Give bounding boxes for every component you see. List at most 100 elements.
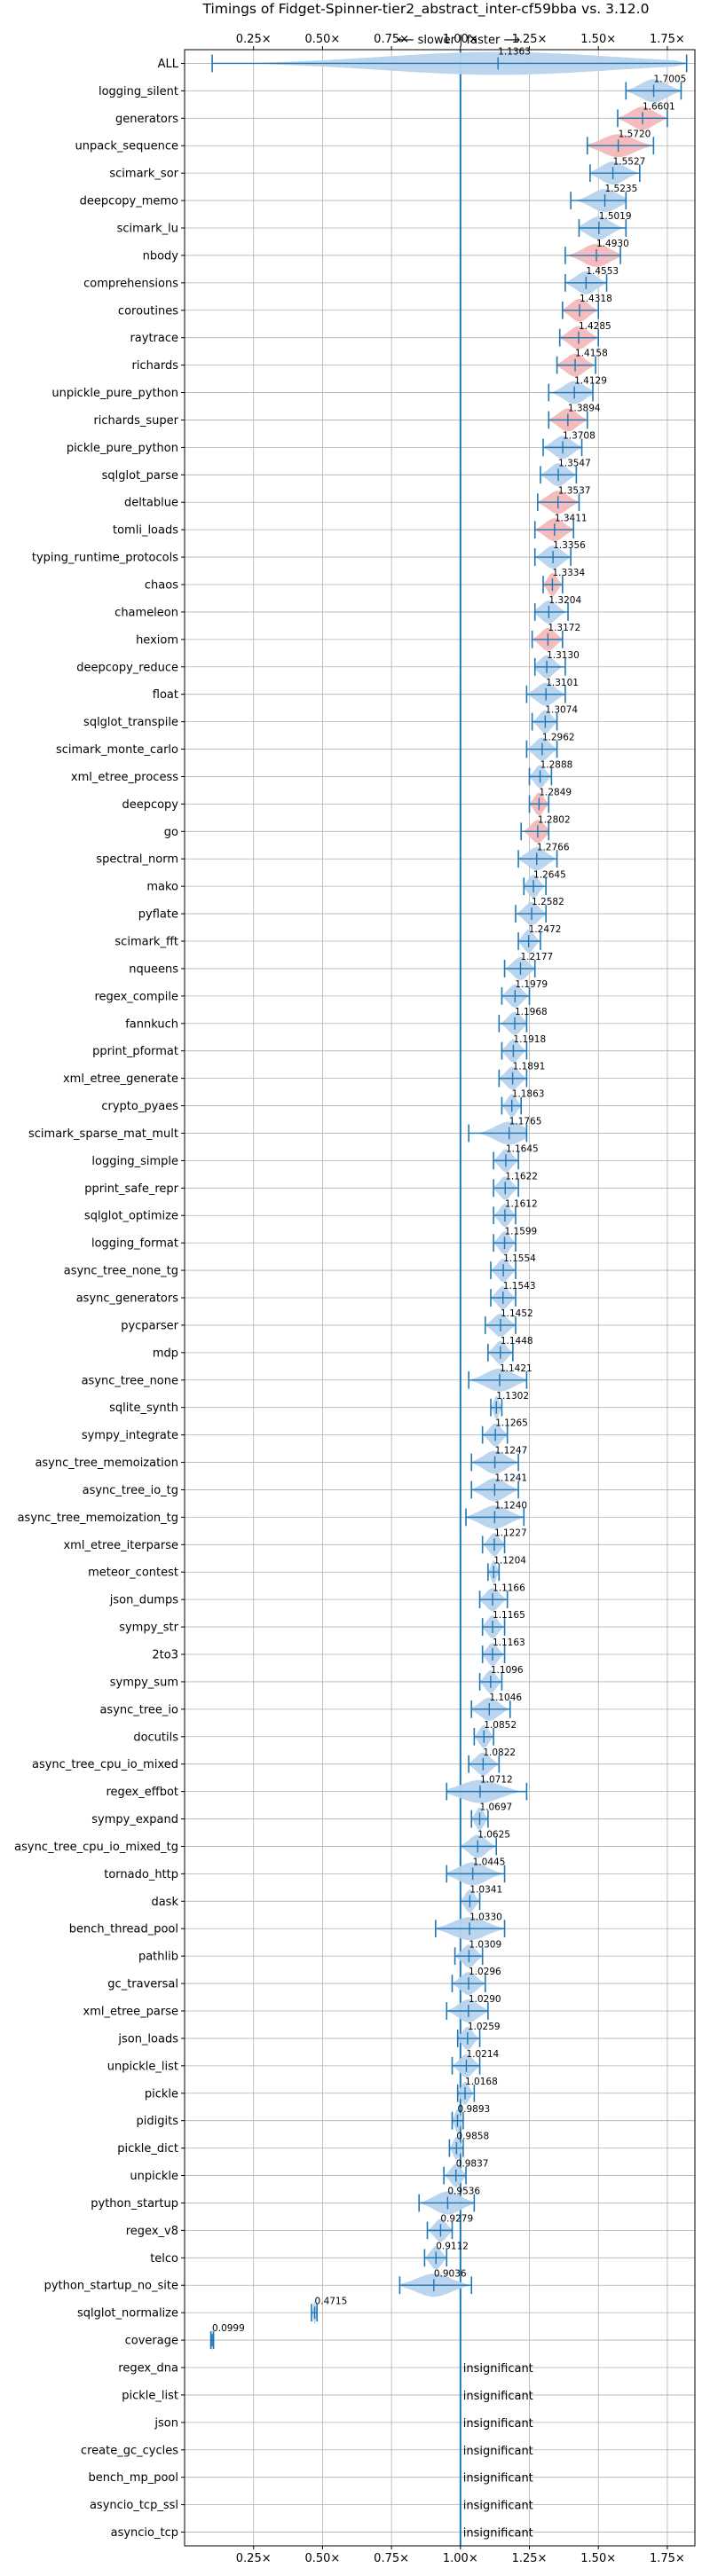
value-label: 1.1543 <box>503 1281 536 1292</box>
benchmark-label: pickle_pure_python <box>67 442 178 455</box>
benchmark-label: json_dumps <box>109 1594 178 1607</box>
value-label: 1.4158 <box>575 349 608 359</box>
value-label: 1.5019 <box>599 211 632 222</box>
benchmark-label: pathlib <box>138 1951 178 1964</box>
value-label: 1.1645 <box>506 1143 539 1154</box>
insignificant-label: insignificant <box>463 2472 533 2486</box>
benchmark-label: typing_runtime_protocols <box>32 552 178 565</box>
benchmark-label: sympy_sum <box>110 1676 178 1689</box>
benchmark-label: python_startup <box>91 2197 178 2211</box>
x-tick-label-top: 0.25× <box>236 33 272 46</box>
x-tick-label-top: 1.25× <box>512 33 548 46</box>
benchmark-label: spectral_norm <box>96 853 178 867</box>
value-label: 1.2177 <box>520 952 553 962</box>
benchmark-label: unpickle_list <box>107 2060 178 2073</box>
value-label: 1.1968 <box>515 1007 548 1017</box>
benchmark-label: mdp <box>153 1347 178 1360</box>
value-label: 1.3334 <box>552 568 585 578</box>
insignificant-label: insignificant <box>463 2390 533 2403</box>
benchmark-label: hexiom <box>136 633 178 647</box>
insignificant-label: insignificant <box>463 2500 533 2513</box>
benchmark-label: richards_super <box>93 414 178 428</box>
value-label: 0.9279 <box>440 2213 473 2224</box>
value-label: 1.1979 <box>515 979 548 990</box>
value-label: 1.0296 <box>469 1967 501 1977</box>
benchmark-label: xml_etree_generate <box>63 1072 178 1086</box>
benchmark-label: deltablue <box>124 497 178 510</box>
benchmark-label: raytrace <box>130 332 178 345</box>
value-label: 1.3074 <box>545 705 578 716</box>
benchmark-label: nqueens <box>129 962 178 976</box>
value-label: 0.9858 <box>456 2132 489 2142</box>
benchmark-label: logging_format <box>91 1237 178 1251</box>
value-label: 1.5527 <box>613 156 646 167</box>
benchmark-label: create_gc_cycles <box>81 2444 178 2457</box>
insignificant-label: insignificant <box>463 2445 533 2458</box>
benchmark-label: regex_dna <box>118 2362 178 2376</box>
benchmark-label: chameleon <box>114 606 178 619</box>
benchmark-label: deepcopy <box>122 798 178 812</box>
benchmark-label: mako <box>146 881 178 894</box>
value-label: 1.0259 <box>468 2022 501 2032</box>
benchmark-label: gc_traversal <box>107 1978 178 1991</box>
benchmark-label: ALL <box>158 58 179 71</box>
benchmark-label: unpack_sequence <box>75 140 178 153</box>
value-label: 1.1452 <box>501 1308 533 1319</box>
benchmark-label: coroutines <box>118 304 178 318</box>
value-label: 1.3101 <box>546 678 579 688</box>
x-tick-label-top: 1.00× <box>443 33 478 46</box>
benchmark-label: tomli_loads <box>113 524 178 538</box>
value-label: 0.9893 <box>457 2104 490 2115</box>
benchmark-label: scimark_sor <box>109 168 178 181</box>
value-label: 0.9112 <box>436 2241 469 2251</box>
benchmark-label: sqlglot_transpile <box>83 716 178 729</box>
value-label: 1.1166 <box>493 1583 525 1593</box>
benchmark-label: async_tree_none_tg <box>64 1265 178 1278</box>
value-label: 1.3894 <box>568 404 601 414</box>
benchmark-label: asyncio_tcp_ssl <box>90 2499 178 2512</box>
benchmark-label: meteor_contest <box>88 1567 178 1580</box>
x-tick-label-bottom: 1.00× <box>443 2552 478 2565</box>
x-tick-label-top: 0.75× <box>374 33 409 46</box>
benchmark-label: logging_silent <box>99 85 178 98</box>
value-label: 1.4318 <box>580 294 612 304</box>
benchmark-label: scimark_fft <box>114 936 178 949</box>
benchmark-label: sympy_integrate <box>82 1429 178 1442</box>
benchmark-label: dask <box>151 1896 178 1909</box>
benchmark-label: deepcopy_reduce <box>76 661 178 674</box>
direction-label: ⟵ slower | faster ⟶ <box>398 34 520 47</box>
value-label: 1.0309 <box>469 1939 501 1950</box>
x-tick-label-top: 1.75× <box>650 33 685 46</box>
benchmark-label: pickle_dict <box>117 2142 178 2156</box>
benchmark-label: async_tree_none <box>82 1374 178 1387</box>
benchmark-label: regex_compile <box>94 990 178 1003</box>
benchmark-label: python_startup_no_site <box>44 2280 178 2293</box>
benchmark-label: telco <box>150 2252 178 2266</box>
value-label: 1.1599 <box>505 1226 538 1237</box>
benchmark-label: sympy_expand <box>91 1813 178 1826</box>
benchmark-label: async_tree_cpu_io_mixed <box>32 1758 178 1771</box>
benchmark-label: scimark_lu <box>117 223 178 236</box>
benchmark-label: pycparser <box>121 1319 178 1332</box>
value-label: 1.0625 <box>477 1830 510 1841</box>
marks-layer: 1.1363 1.7005 1.6601 1.5720 1.5527 1.5235 1.50… <box>209 47 688 2546</box>
value-label: 1.4129 <box>574 376 607 387</box>
value-label: 1.0341 <box>469 1884 502 1895</box>
value-label: 1.1363 <box>498 47 531 58</box>
benchmark-label: async_tree_memoization <box>35 1457 178 1470</box>
value-label: 0.9036 <box>434 2268 467 2279</box>
value-label: 1.2888 <box>540 760 573 771</box>
x-tick-label-top: 0.50× <box>304 33 340 46</box>
value-label: 1.0168 <box>465 2077 498 2087</box>
value-label: 1.4553 <box>586 266 619 277</box>
value-label: 1.3547 <box>558 458 591 468</box>
benchmark-label: pprint_pformat <box>92 1045 178 1058</box>
benchmark-label: docutils <box>133 1731 178 1744</box>
benchmark-label: sqlglot_normalize <box>77 2307 178 2321</box>
benchmark-label: comprehensions <box>83 277 178 290</box>
value-label: 1.1096 <box>491 1665 524 1676</box>
value-label: 1.3537 <box>558 485 591 496</box>
